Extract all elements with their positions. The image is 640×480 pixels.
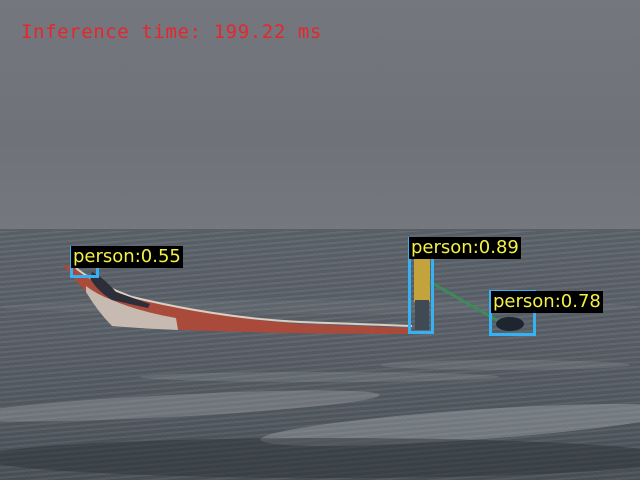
sea	[0, 231, 640, 480]
inference-time-text: Inference time: 199.22 ms	[21, 21, 322, 43]
rope	[429, 280, 501, 324]
standing-person-body	[414, 258, 430, 302]
standing-person-legs	[415, 300, 429, 330]
swimming-person	[496, 317, 524, 331]
wave	[0, 438, 640, 478]
detection-label: person:0.89	[409, 237, 521, 259]
wave	[140, 372, 500, 382]
horizon-line	[0, 229, 640, 231]
detection-label: person:0.55	[71, 246, 183, 268]
sky	[0, 0, 640, 231]
boat-person	[90, 272, 150, 308]
wave	[380, 360, 630, 370]
detection-label: person:0.78	[491, 291, 603, 313]
boat-hull-white	[86, 286, 178, 330]
